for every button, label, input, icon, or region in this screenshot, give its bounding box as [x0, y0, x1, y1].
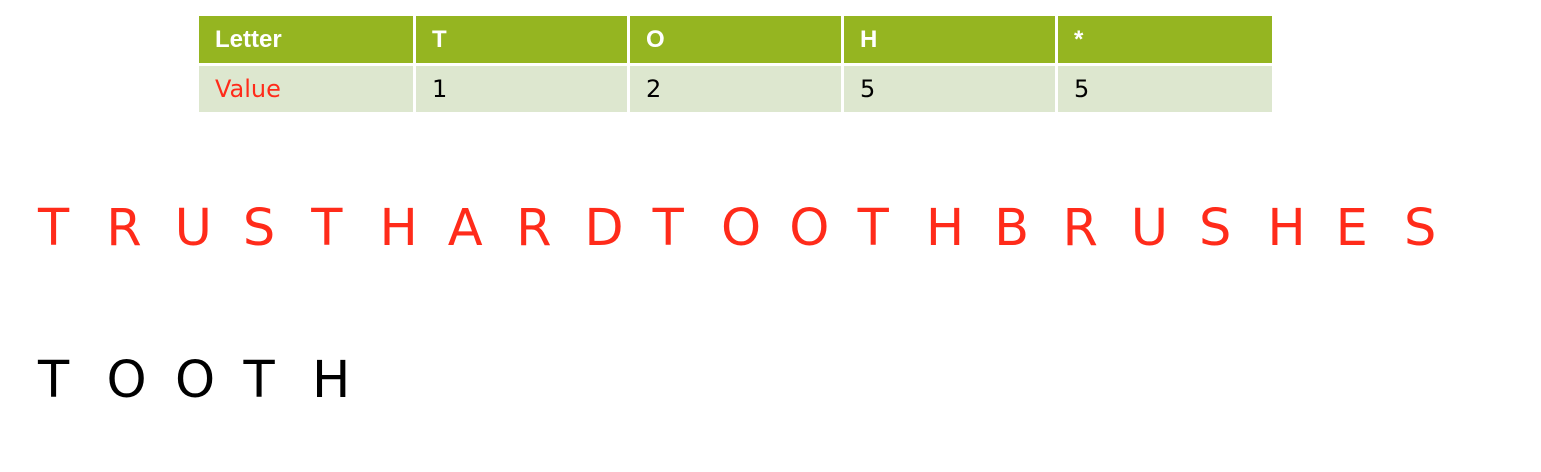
word-letter: H [312, 351, 351, 410]
phrase-letter: U [1130, 199, 1169, 258]
phrase-letter: R [1062, 199, 1098, 258]
value-cell: 5 [1058, 66, 1272, 112]
phrase-letter: R [516, 199, 552, 258]
phrase-letter-sequence: T R U S T H A R D T O O T H B R U S H E … [38, 199, 1472, 259]
phrase-letter: U [174, 199, 212, 258]
word-letter: T [38, 351, 70, 410]
phrase-letter: S [1199, 199, 1232, 258]
value-cell: 1 [416, 66, 630, 112]
header-label-cell: Letter [199, 16, 416, 66]
phrase-letter: H [379, 199, 418, 258]
letter-value-table: Letter T O H * Value 1 2 5 5 [199, 16, 1272, 112]
phrase-letter: R [106, 199, 142, 258]
header-cell: H [844, 16, 1058, 66]
phrase-letter: A [447, 199, 483, 258]
phrase-letter: T [857, 199, 889, 258]
phrase-letter: T [311, 199, 343, 258]
value-cell: 5 [844, 66, 1058, 112]
table-header-row: Letter T O H * [199, 16, 1272, 66]
phrase-letter: E [1335, 199, 1368, 258]
word-letter-sequence: T O O T H [38, 351, 381, 411]
row-label-cell: Value [199, 66, 416, 112]
phrase-letter: B [994, 199, 1030, 258]
phrase-letter: S [242, 199, 276, 258]
word-letter: T [243, 351, 275, 410]
word-letter: O [175, 351, 216, 410]
header-cell: O [630, 16, 844, 66]
phrase-letter: T [652, 199, 684, 258]
phrase-letter: S [1403, 199, 1437, 258]
header-cell: * [1058, 16, 1272, 66]
value-cell: 2 [630, 66, 844, 112]
phrase-letter: T [38, 199, 70, 258]
table-row: Value 1 2 5 5 [199, 66, 1272, 112]
word-letter: O [106, 351, 147, 410]
phrase-letter: O [720, 199, 762, 258]
phrase-letter: D [584, 199, 624, 258]
header-cell: T [416, 16, 630, 66]
phrase-letter: H [1267, 199, 1306, 258]
phrase-letter: O [789, 199, 830, 258]
phrase-letter: H [925, 199, 965, 258]
